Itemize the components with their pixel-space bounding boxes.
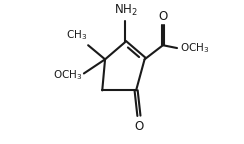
Text: OCH$_3$: OCH$_3$ <box>53 68 82 82</box>
Text: CH$_3$: CH$_3$ <box>65 29 87 42</box>
Text: NH$_2$: NH$_2$ <box>114 3 138 18</box>
Text: OCH$_3$: OCH$_3$ <box>180 41 209 55</box>
Text: O: O <box>158 10 168 23</box>
Text: O: O <box>134 120 143 133</box>
